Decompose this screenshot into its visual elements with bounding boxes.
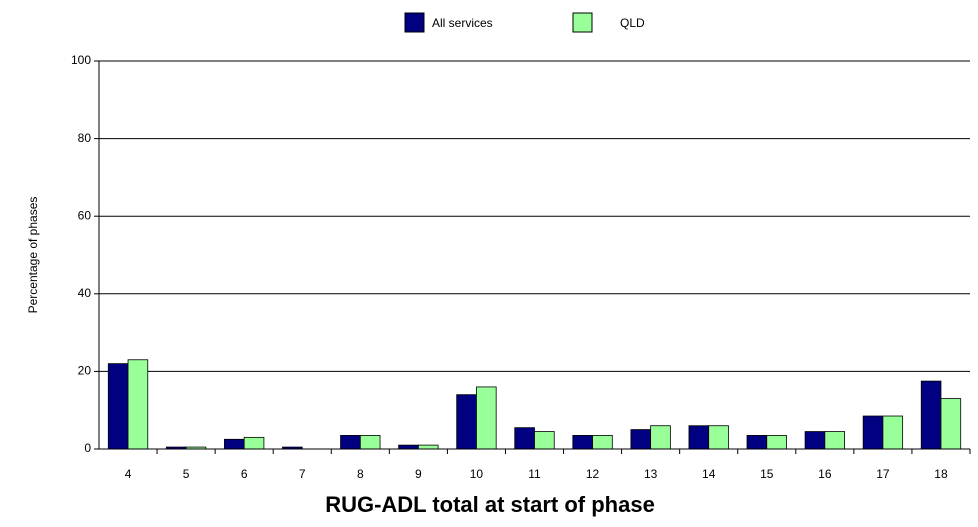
x-tick-label: 11	[528, 467, 541, 481]
x-tick-label: 15	[760, 467, 774, 481]
y-tick-label: 20	[78, 364, 92, 378]
y-tick-label: 0	[84, 441, 91, 455]
legend-label: QLD	[620, 16, 645, 30]
bar	[824, 431, 845, 450]
x-tick-label: 12	[586, 467, 600, 481]
x-tick-label: 7	[299, 467, 306, 481]
x-tick-label: 8	[357, 467, 364, 481]
bar	[940, 398, 962, 450]
bar	[650, 425, 671, 450]
bar	[476, 386, 497, 450]
bar	[534, 431, 555, 450]
bar	[766, 435, 787, 450]
bar	[359, 435, 381, 450]
legend-swatch	[404, 12, 425, 33]
x-tick-label: 18	[934, 467, 948, 481]
bar	[398, 444, 419, 450]
y-axis-label: Percentage of phases	[26, 197, 40, 314]
bar	[514, 427, 535, 450]
bar	[224, 438, 245, 450]
bar	[708, 425, 729, 450]
y-tick-label: 60	[78, 208, 92, 222]
x-tick-label: 16	[818, 467, 832, 481]
bar	[746, 435, 768, 450]
bar	[340, 435, 361, 450]
x-axis-label: RUG-ADL total at start of phase	[325, 492, 655, 517]
bar	[920, 380, 942, 450]
y-tick-label: 80	[78, 131, 92, 145]
legend-swatch	[572, 12, 593, 33]
bar	[862, 415, 884, 450]
bar	[572, 435, 593, 450]
x-tick-label: 14	[702, 467, 716, 481]
y-tick-label: 40	[78, 286, 92, 300]
x-tick-label: 6	[241, 467, 248, 481]
bar	[688, 425, 710, 450]
bar	[882, 415, 904, 450]
bar	[592, 435, 613, 450]
x-tick-label: 9	[415, 467, 422, 481]
bar	[107, 363, 129, 450]
bar	[127, 359, 149, 450]
x-tick-label: 17	[876, 467, 890, 481]
x-tick-label: 13	[644, 467, 658, 481]
bar	[456, 394, 477, 450]
bar	[630, 429, 652, 450]
bar	[804, 431, 826, 450]
bar	[417, 444, 439, 450]
legend-label: All services	[432, 16, 493, 30]
x-tick-label: 5	[183, 467, 190, 481]
x-tick-label: 4	[125, 467, 132, 481]
x-tick-label: 10	[470, 467, 484, 481]
y-tick-label: 100	[71, 53, 91, 67]
bar	[243, 436, 265, 450]
